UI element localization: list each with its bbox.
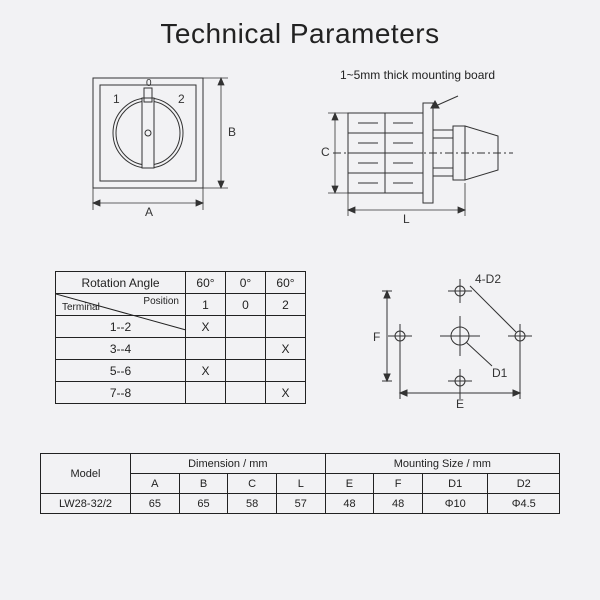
e-label: E <box>456 397 464 411</box>
dim-l-label: L <box>403 212 410 226</box>
d1-label: D1 <box>492 366 508 380</box>
model-header: Model <box>41 454 131 494</box>
dim-b-label: B <box>228 125 236 139</box>
terminal-position-header: Position Terminal <box>56 294 186 316</box>
side-view-diagram: C L <box>303 88 533 243</box>
dimension-table: Model Dimension / mm Mounting Size / mm … <box>40 453 560 514</box>
front-view-diagram: 1 0 2 A B <box>68 68 248 243</box>
col-header: F <box>374 474 423 494</box>
mount-header: Mounting Size / mm <box>325 454 559 474</box>
side-view-wrap: 1~5mm thick mounting board <box>303 68 533 243</box>
pos-2-label: 2 <box>178 92 185 106</box>
rotation-table: Rotation Angle 60° 0° 60° Position Termi… <box>55 271 306 404</box>
diagrams-row: 1 0 2 A B 1~5mm thick mou <box>0 68 600 243</box>
dim-c-label: C <box>321 145 330 159</box>
dimension-table-wrap: Model Dimension / mm Mounting Size / mm … <box>0 453 600 514</box>
angle-cell: 0° <box>226 272 266 294</box>
col-header: L <box>276 474 325 494</box>
pos-0-label: 0 <box>146 78 152 89</box>
angle-cell: 60° <box>266 272 306 294</box>
pos-1-label: 1 <box>113 92 120 106</box>
dim-header: Dimension / mm <box>131 454 326 474</box>
col-header: C <box>228 474 277 494</box>
d2-label: 4-D2 <box>475 272 501 286</box>
table-row: LW28-32/2 65 65 58 57 48 48 Φ10 Φ4.5 <box>41 494 560 514</box>
dim-a-label: A <box>145 205 153 219</box>
mid-row: Rotation Angle 60° 0° 60° Position Termi… <box>0 271 600 431</box>
f-label: F <box>373 330 380 344</box>
col-header: D2 <box>488 474 560 494</box>
col-header: E <box>325 474 374 494</box>
rotation-header: Rotation Angle <box>56 272 186 294</box>
mounting-diagram: 4-D2 D1 E F <box>370 271 550 431</box>
position-label: Position <box>143 296 179 307</box>
angle-cell: 60° <box>186 272 226 294</box>
terminal-label: Terminal <box>62 302 100 313</box>
col-header: B <box>179 474 228 494</box>
col-header: D1 <box>422 474 488 494</box>
mounting-board-label: 1~5mm thick mounting board <box>303 68 533 82</box>
page-title: Technical Parameters <box>0 0 600 50</box>
col-header: A <box>131 474 180 494</box>
